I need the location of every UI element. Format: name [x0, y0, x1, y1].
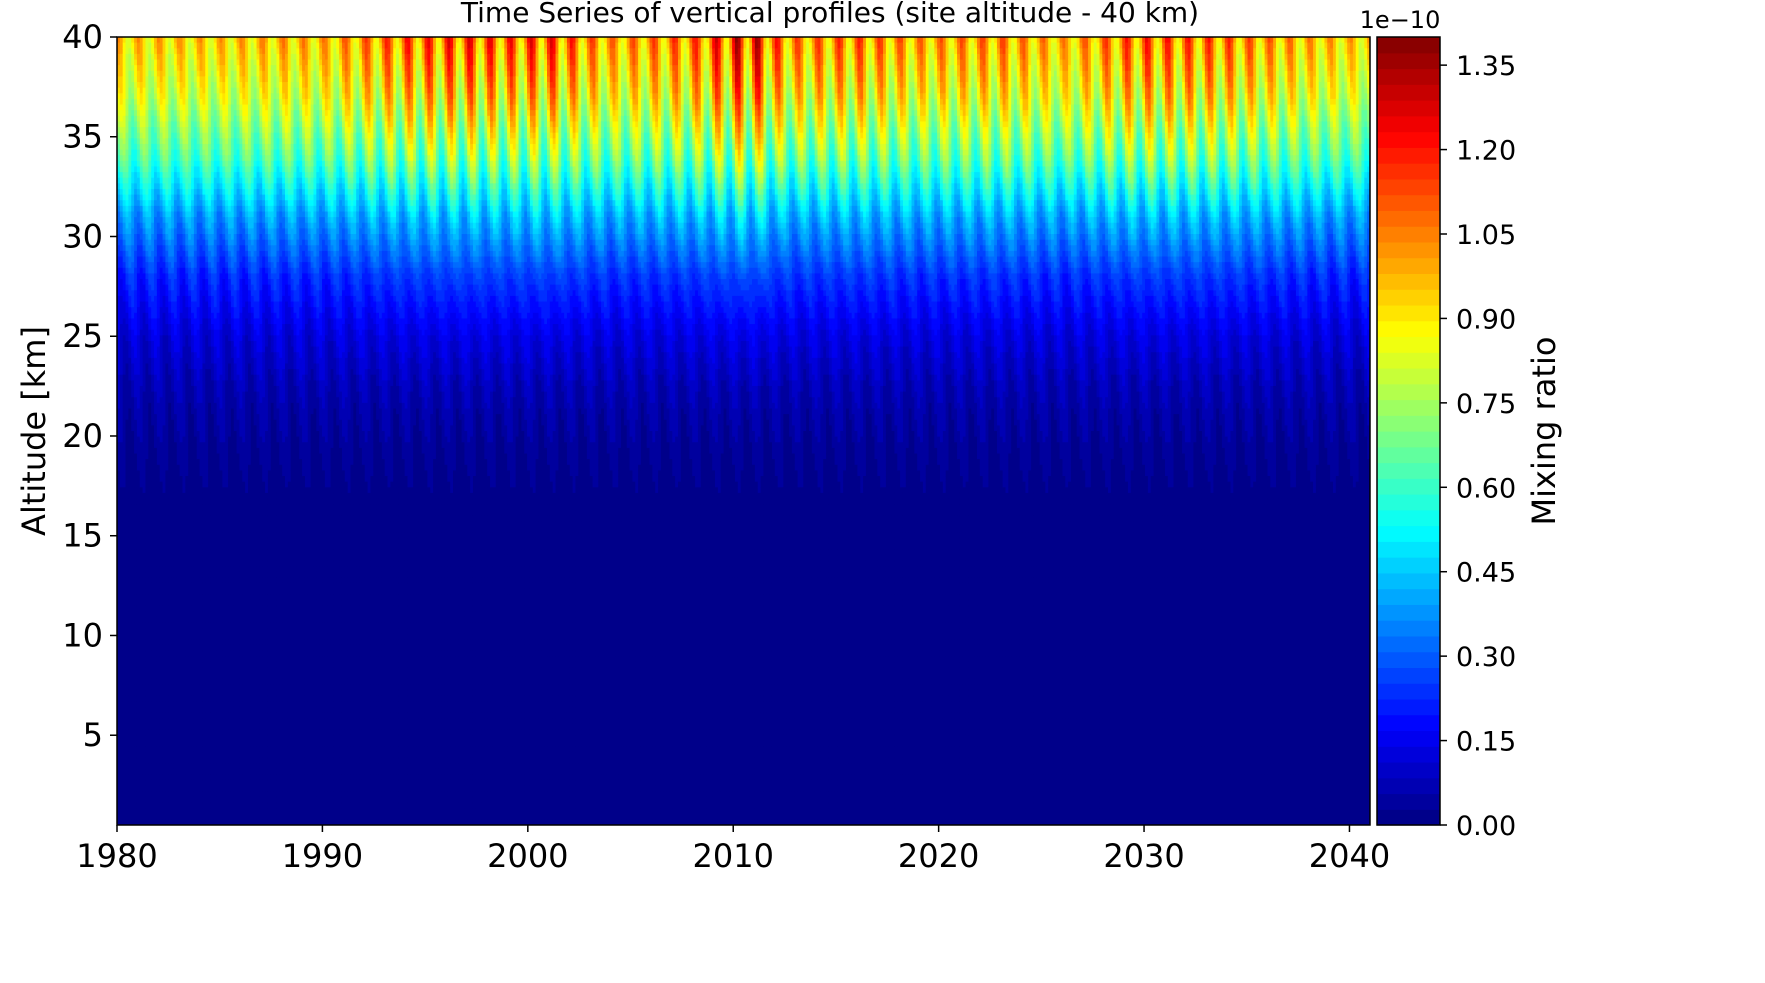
- chart-title: Time Series of vertical profiles (site a…: [460, 0, 1199, 29]
- heatmap-area: [117, 37, 1371, 826]
